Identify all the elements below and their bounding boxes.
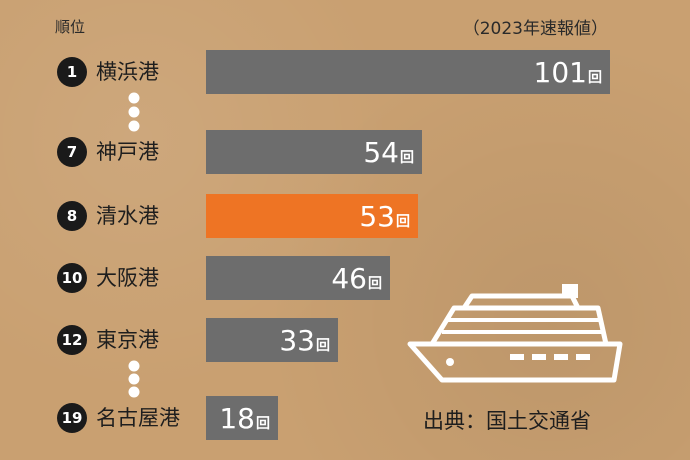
- source-label: 出典：国土交通省: [423, 409, 591, 433]
- rank-badge: [57, 137, 87, 167]
- gap-dot: [128, 373, 140, 385]
- bar-value-label: 46回: [331, 262, 382, 295]
- bar: [206, 50, 610, 94]
- port-name: 横浜港: [96, 60, 159, 84]
- rank-badge: [57, 403, 87, 433]
- rank-badge: [57, 263, 87, 293]
- bar-row: 7 神戸港 54回: [57, 130, 422, 174]
- bar-row: 12 東京港 33回: [57, 318, 338, 362]
- rank-number: 10: [62, 269, 83, 287]
- rank-badge: [57, 325, 87, 355]
- bar: [206, 194, 418, 238]
- rank-number: 12: [62, 331, 83, 349]
- bar-row: 10 大阪港 46回: [57, 256, 390, 300]
- bar-value-label: 54回: [363, 136, 414, 169]
- rank-number: 8: [67, 207, 77, 225]
- rank-badge: [57, 201, 87, 231]
- cruise-ship-icon: [407, 284, 623, 383]
- bar-row: 8 清水港 53回: [57, 194, 418, 238]
- port-name: 東京港: [96, 328, 159, 352]
- port-name: 名古屋港: [96, 406, 180, 430]
- gap-dot: [128, 92, 140, 104]
- port-name: 大阪港: [96, 266, 159, 290]
- year-note: （2023年速報値）: [462, 19, 608, 39]
- gap-dot: [128, 106, 140, 118]
- bar-value-label: 33回: [279, 324, 330, 357]
- bar: [206, 130, 422, 174]
- bar: [206, 318, 338, 362]
- bar-row: 1 横浜港 101回: [57, 50, 610, 94]
- rank-number: 1: [67, 63, 77, 81]
- bar-value-label: 101回: [534, 56, 602, 89]
- rank-number: 19: [62, 409, 83, 427]
- port-name: 清水港: [96, 204, 159, 228]
- port-name: 神戸港: [96, 140, 159, 164]
- bar-value-label: 53回: [359, 200, 410, 233]
- rank-badge: [57, 57, 87, 87]
- bar: [206, 396, 278, 440]
- gap-dot: [128, 386, 140, 398]
- bar-row: 19 名古屋港 18回: [57, 396, 278, 440]
- gap-dot: [128, 360, 140, 372]
- rank-number: 7: [67, 143, 77, 161]
- gap-dot: [128, 120, 140, 132]
- bar: [206, 256, 390, 300]
- rank-column-label: 順位: [55, 18, 86, 36]
- bar-value-label: 18回: [219, 402, 270, 435]
